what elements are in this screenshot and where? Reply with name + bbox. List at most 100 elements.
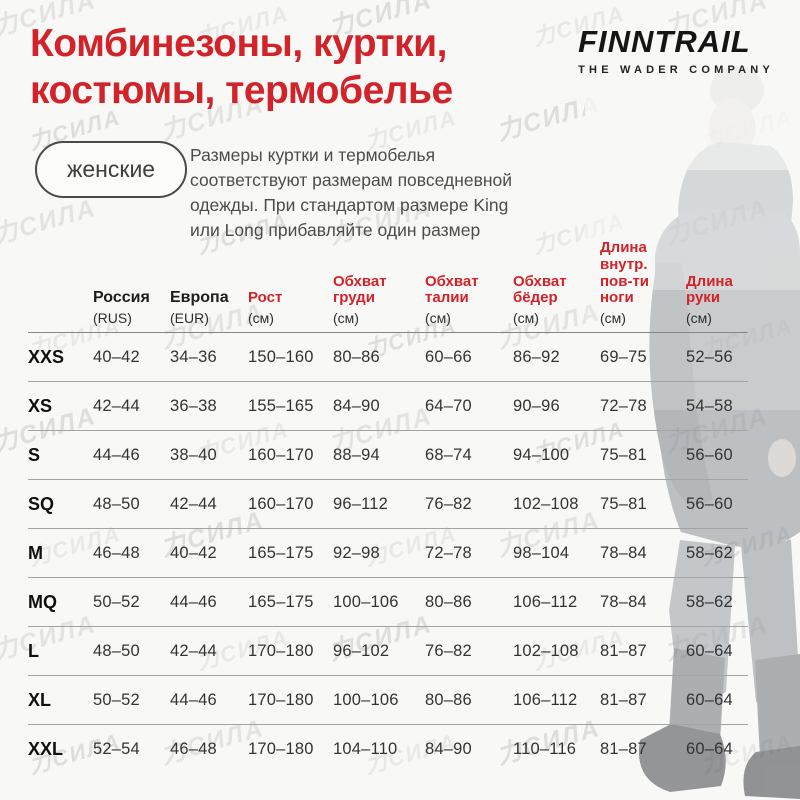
model-photo	[585, 50, 800, 799]
table-row: XXL 52–54 46–48 170–180 104–110 84–90 110–116 8…	[28, 725, 748, 774]
size-value: 170–180	[248, 740, 314, 758]
size-value: 46–48	[93, 543, 140, 562]
size-value: 98–104	[513, 543, 570, 562]
size-value: 48–50	[93, 641, 140, 660]
size-value: 42–44	[170, 641, 217, 660]
size-value: 75–81	[600, 494, 647, 513]
size-value: 80–86	[425, 690, 472, 709]
col-header-unit: (см)	[248, 310, 274, 327]
size-value: 81–87	[600, 641, 647, 660]
brand-logo-text: FINNTRAIL	[578, 24, 751, 59]
size-value: 52–56	[686, 347, 733, 366]
col-header-label: Обхват талии	[425, 272, 479, 307]
size-value: 170–180	[248, 690, 314, 709]
brand-logo: FINNTRAIL THE WADER COMPANY	[578, 24, 774, 76]
size-value: 165–175	[248, 592, 314, 611]
size-value: 42–44	[93, 396, 140, 415]
size-value: 84–90	[333, 396, 380, 415]
table-row: XS 42–44 36–38 155–165 84–90 64–70 90–96 72–78 5…	[28, 382, 748, 431]
size-value: 96–102	[333, 641, 390, 660]
size-label: SQ	[28, 493, 55, 514]
size-value: 36–38	[170, 396, 217, 415]
size-value: 68–74	[425, 445, 472, 464]
size-value: 46–48	[170, 740, 217, 758]
size-table: Россия (RUS) Европа (EUR) Рост (см) Обхв…	[28, 239, 748, 774]
size-value: 84–90	[425, 740, 472, 758]
size-label: L	[28, 640, 39, 661]
size-value: 76–82	[425, 641, 472, 660]
size-value: 92–98	[333, 543, 380, 562]
table-row: SQ 48–50 42–44 160–170 96–112 76–82 102–108 75–…	[28, 480, 748, 529]
page-title: Комбинезоны, куртки, костюмы, термобелье	[30, 20, 453, 114]
size-value: 86–92	[513, 347, 560, 366]
page-title-line1: Комбинезоны, куртки,	[30, 22, 447, 65]
size-value: 75–81	[600, 445, 647, 464]
size-value: 106–112	[513, 690, 578, 709]
intro-text: Размеры куртки и термобелья соответствую…	[190, 145, 513, 240]
col-header-waist: Обхват талии (см)	[425, 272, 513, 326]
size-value: 80–86	[425, 592, 472, 611]
table-row: S 44–46 38–40 160–170 88–94 68–74 94–100 75–81 5…	[28, 431, 748, 480]
col-header-label: Рост	[248, 289, 283, 307]
size-value: 106–112	[513, 592, 578, 611]
size-value: 102–108	[513, 494, 579, 513]
col-header-label: Длина внутр. пов-ти ноги	[600, 239, 650, 307]
size-value: 60–64	[686, 740, 733, 758]
size-label: XS	[28, 395, 53, 416]
size-value: 50–52	[93, 690, 140, 709]
size-value: 81–87	[600, 740, 647, 758]
col-header-unit: (см)	[333, 310, 359, 327]
size-value: 72–78	[600, 396, 647, 415]
size-value: 58–62	[686, 543, 733, 562]
size-value: 48–50	[93, 494, 140, 513]
col-header-unit: (RUS)	[93, 310, 132, 327]
size-value: 80–86	[333, 347, 380, 366]
col-header-europe: Европа (EUR)	[170, 289, 248, 326]
size-value: 40–42	[93, 347, 140, 366]
size-value: 60–64	[686, 641, 733, 660]
size-label: M	[28, 542, 43, 563]
size-label: MQ	[28, 591, 57, 612]
size-value: 40–42	[170, 543, 217, 562]
size-value: 94–100	[513, 445, 570, 464]
page-title-line2: костюмы, термобелье	[30, 69, 453, 112]
col-header-unit: (см)	[513, 310, 539, 327]
size-label: XXL	[28, 739, 64, 759]
size-value: 60–66	[425, 347, 472, 366]
col-header-label: Россия	[93, 289, 150, 307]
table-row: XXS 40–42 34–36 150–160 80–86 60–66 86–92 69–75…	[28, 333, 748, 382]
size-value: 69–75	[600, 347, 647, 366]
size-value: 160–170	[248, 445, 314, 464]
size-value: 160–170	[248, 494, 314, 513]
col-header-label: Обхват груди	[333, 272, 387, 307]
size-value: 81–87	[600, 690, 647, 709]
size-value: 102–108	[513, 641, 579, 660]
size-value: 58–62	[686, 592, 733, 611]
size-value: 165–175	[248, 543, 314, 562]
size-label: XL	[28, 689, 52, 710]
col-header-russia: Россия (RUS)	[93, 289, 170, 326]
gender-badge: женские	[35, 141, 188, 198]
col-header-label: Европа	[170, 289, 229, 307]
table-row: MQ 50–52 44–46 165–175 100–106 80–86 106–112 78…	[28, 578, 748, 627]
col-header-label: Длина руки	[686, 272, 733, 307]
size-value: 78–84	[600, 592, 647, 611]
size-value: 44–46	[93, 445, 140, 464]
size-value: 155–165	[248, 396, 314, 415]
size-value: 150–160	[248, 347, 314, 366]
size-value: 42–44	[170, 494, 217, 513]
size-value: 110–116	[513, 740, 577, 758]
size-value: 50–52	[93, 592, 140, 611]
size-value: 90–96	[513, 396, 560, 415]
col-header-arm: Длина руки (см)	[686, 272, 748, 327]
size-label: XXS	[28, 346, 65, 367]
col-header-height: Рост (см)	[248, 289, 333, 327]
size-value: 52–54	[93, 740, 140, 758]
size-value: 34–36	[170, 347, 217, 366]
size-value: 96–112	[333, 494, 389, 513]
table-header-row: Россия (RUS) Европа (EUR) Рост (см) Обхв…	[28, 239, 748, 333]
col-header-unit: (см)	[686, 310, 712, 327]
size-value: 104–110	[333, 740, 398, 758]
col-header-unit: (EUR)	[170, 310, 209, 327]
